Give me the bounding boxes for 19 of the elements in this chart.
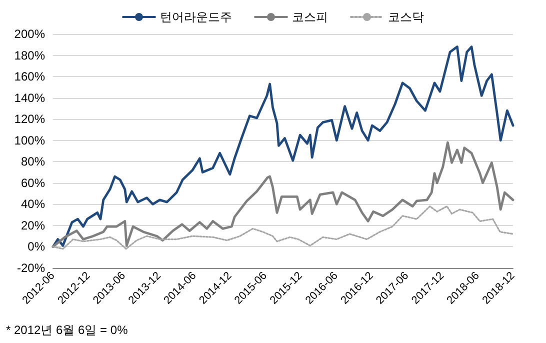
legend-label: 코스피 bbox=[292, 10, 328, 24]
y-tick-label: 200% bbox=[14, 27, 46, 41]
y-tick-label: 180% bbox=[14, 48, 46, 62]
y-tick-label: 80% bbox=[20, 154, 46, 169]
y-tick-label: 120% bbox=[14, 112, 46, 126]
line-series bbox=[52, 206, 514, 250]
legend-label: 턴어라운드주 bbox=[160, 10, 232, 24]
y-tick-label: 60% bbox=[20, 176, 46, 190]
line-series bbox=[52, 141, 514, 248]
y-tick-label: 40% bbox=[20, 197, 46, 212]
text: * 2012년 6월 6일 = 0% bbox=[6, 322, 128, 339]
y-tick-label: 0% bbox=[28, 240, 46, 254]
y-tick-label: 100% bbox=[14, 133, 46, 148]
legend-label: 코스닥 bbox=[388, 10, 424, 24]
y-tick-label: 160% bbox=[14, 70, 46, 84]
y-tick-label: 20% bbox=[20, 218, 46, 232]
y-tick-label: -20% bbox=[16, 261, 46, 275]
y-tick-label: 140% bbox=[14, 90, 46, 105]
line-series bbox=[52, 46, 514, 248]
